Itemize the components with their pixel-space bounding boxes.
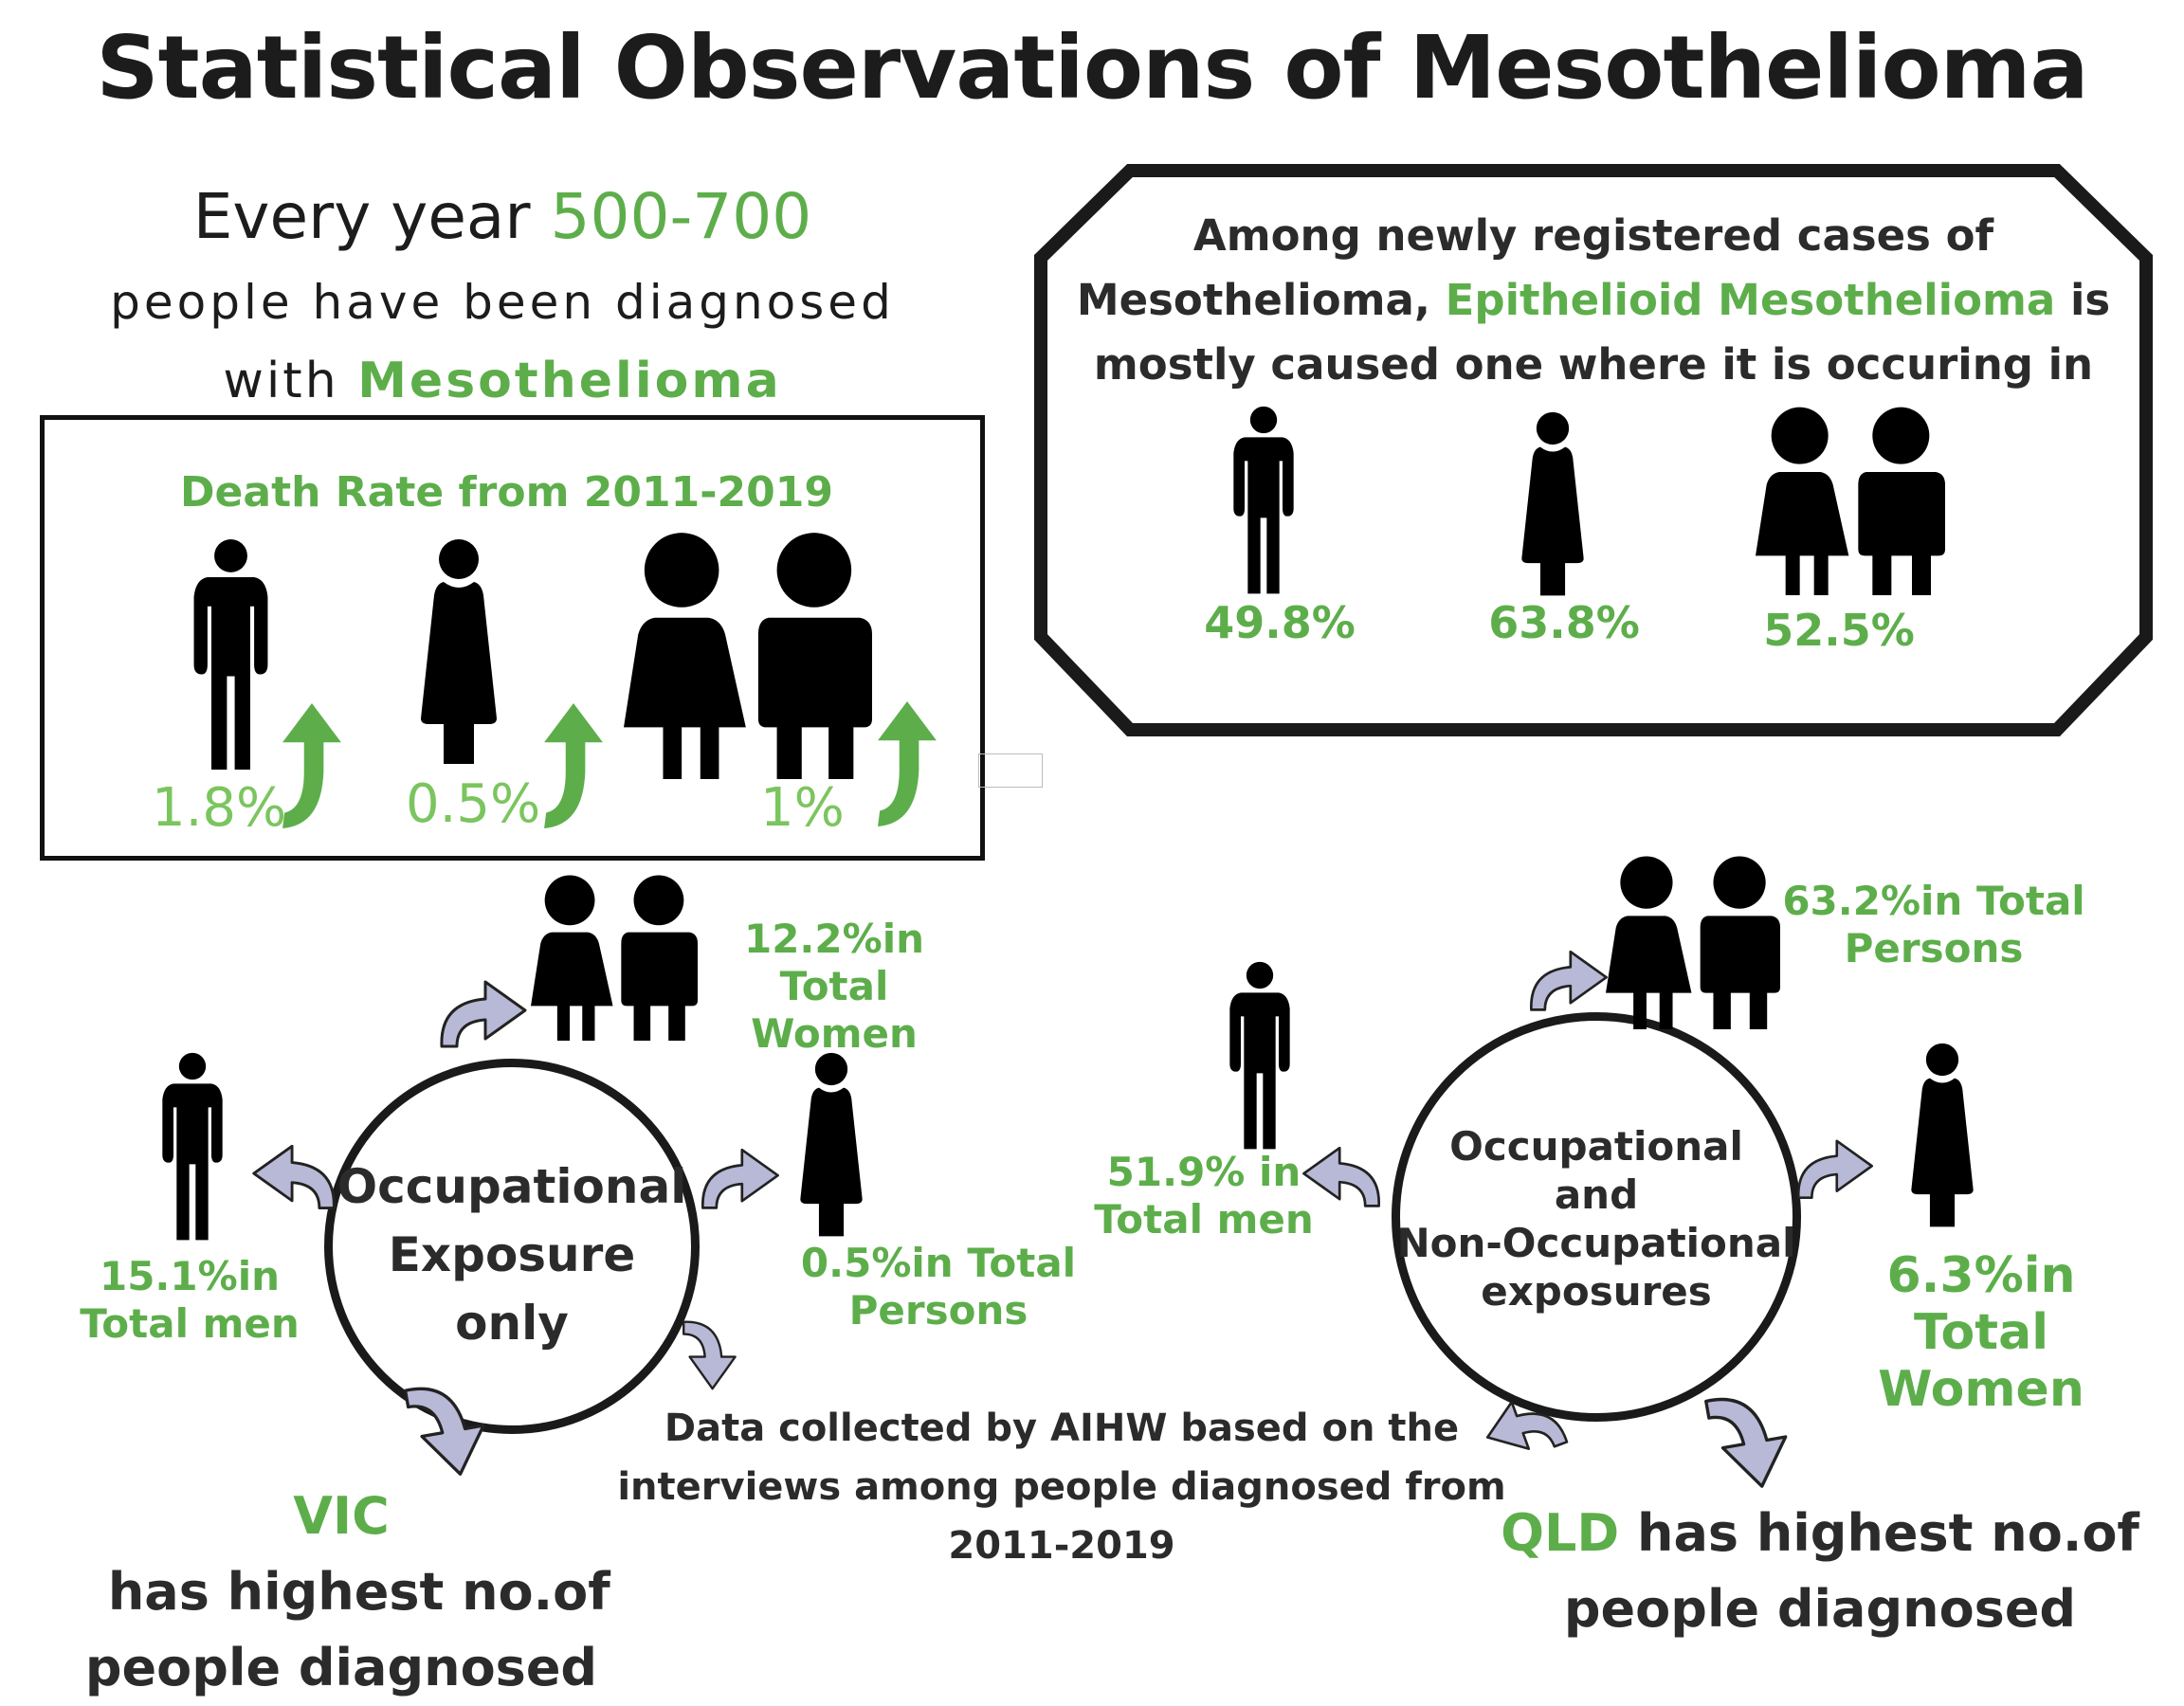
mixed-women-label: 6.3%in Total Women — [1820, 1247, 2142, 1418]
epithelioid-suffix: is — [2055, 275, 2111, 325]
up-arrow-icon — [544, 703, 603, 830]
vic-statement: VIC has highest no.of people diagnosed — [28, 1479, 654, 1706]
epithelioid-highlight: Epithelioid Mesothelioma — [1445, 275, 2056, 325]
yearly-range: 500-700 — [550, 180, 812, 253]
up-arrow-icon — [878, 701, 937, 828]
mixed-persons-line-1: 63.2%in Total — [1782, 878, 2085, 924]
source-note: Data collected by AIHW based on the inte… — [607, 1399, 1517, 1575]
epithelioid-persons-value: 52.5% — [1763, 605, 1915, 656]
curve-arrow-icon — [1686, 1378, 1817, 1502]
woman-icon — [1902, 1043, 1983, 1228]
couple-icon — [1756, 398, 1945, 603]
couple-icon — [531, 862, 698, 1052]
occupational-men-line-1: 15.1%in — [99, 1253, 280, 1299]
man-icon — [150, 1052, 235, 1242]
woman-icon — [1513, 411, 1592, 597]
mixed-persons-label: 63.2%in Total Persons — [1782, 878, 2085, 972]
occupational-circle-line-2: Exposure — [388, 1227, 636, 1282]
occupational-circle — [324, 1059, 700, 1434]
placeholder-box — [978, 753, 1043, 788]
occupational-persons-line-2: Persons — [848, 1287, 1028, 1334]
source-line-1: Data collected by AIHW based on the — [664, 1407, 1460, 1450]
yearly-line-1: Every year 500-700 — [57, 180, 948, 253]
occupational-men-label: 15.1%in Total men — [66, 1253, 313, 1348]
epithelioid-box — [1034, 164, 2153, 736]
man-icon — [1217, 961, 1302, 1151]
mixed-circle — [1392, 1012, 1801, 1422]
source-line-3: 2011-2019 — [948, 1524, 1175, 1568]
mixed-persons-line-2: Persons — [1844, 925, 2024, 971]
occupational-women-label: 12.2%in Total Women — [692, 916, 976, 1058]
mixed-circle-line-4: exposures — [1481, 1268, 1712, 1315]
qld-state: QLD — [1501, 1503, 1620, 1563]
curve-arrow-icon — [1793, 1130, 1877, 1206]
curve-arrow-icon — [248, 1137, 339, 1213]
man-icon — [182, 538, 280, 771]
couple-icon — [1606, 849, 1780, 1035]
epithelioid-women-value: 63.8% — [1488, 597, 1640, 648]
occupational-persons-label: 0.5%in Total Persons — [796, 1240, 1081, 1334]
mixed-men-label: 51.9% in Total men — [1081, 1149, 1327, 1243]
couple-icon — [624, 531, 872, 779]
occupational-women-line-2: Women — [751, 1010, 918, 1057]
mixed-circle-line-1: Occupational — [1449, 1123, 1743, 1170]
up-arrow-icon — [282, 703, 341, 830]
yearly-line-3: with Mesothelioma — [57, 353, 948, 409]
curve-arrow-icon — [698, 1139, 783, 1215]
epithelioid-line-2: Mesothelioma, Epithelioid Mesothelioma i… — [1043, 275, 2144, 325]
occupational-circle-line-3: only — [455, 1296, 569, 1351]
death-rate-women-value: 0.5% — [406, 773, 541, 835]
epithelioid-line-1: Among newly registered cases of — [1192, 210, 1994, 261]
epithelioid-men-value: 49.8% — [1204, 597, 1356, 648]
vic-suffix: has highest no.of — [72, 1562, 610, 1622]
occupational-circle-label: Occupational Exposure only — [324, 1152, 700, 1357]
curve-arrow-icon — [1526, 938, 1611, 1020]
curve-arrow-icon — [662, 1317, 760, 1393]
qld-statement: QLD has highest no.of people diagnosed — [1498, 1496, 2142, 1647]
mixed-circle-label: Occupational and Non-Occupational exposu… — [1384, 1122, 1809, 1316]
curve-arrow-icon — [436, 967, 531, 1058]
man-icon — [1223, 406, 1304, 595]
yearly-with: with — [223, 353, 358, 409]
yearly-prefix: Every year — [192, 180, 551, 253]
death-rate-heading: Death Rate from 2011-2019 — [180, 468, 833, 517]
occupational-men-line-2: Total men — [80, 1300, 300, 1347]
source-line-2: interviews among people diagnosed from — [617, 1465, 1506, 1509]
woman-icon — [410, 538, 508, 766]
death-rate-persons-value: 1% — [760, 777, 845, 839]
woman-icon — [791, 1052, 872, 1238]
mixed-men-line-1: 51.9% in — [1106, 1149, 1301, 1195]
page-title: Statistical Observations of Mesothelioma — [96, 17, 2088, 118]
death-rate-box — [40, 415, 985, 861]
vic-state: VIC — [293, 1486, 390, 1546]
epithelioid-prefix: Mesothelioma, — [1076, 275, 1446, 325]
vic-statement-line-2: people diagnosed — [84, 1638, 598, 1697]
qld-statement-line-2: people diagnosed — [1563, 1579, 2077, 1639]
mixed-circle-line-3: Non-Occupational — [1396, 1220, 1796, 1266]
mixed-women-line-2: Women — [1878, 1361, 2084, 1418]
yearly-highlight: Mesothelioma — [357, 353, 782, 409]
death-rate-men-value: 1.8% — [152, 777, 287, 839]
yearly-line-2: people have been diagnosed — [110, 275, 895, 330]
qld-suffix: has highest no.of — [1619, 1503, 2139, 1563]
mixed-men-line-2: Total men — [1094, 1196, 1314, 1243]
mixed-circle-line-2: and — [1554, 1171, 1639, 1218]
epithelioid-line-3: mostly caused one where it is occuring i… — [1093, 339, 2094, 390]
mixed-women-line-1: 6.3%in Total — [1886, 1247, 2076, 1361]
occupational-persons-line-1: 0.5%in Total — [800, 1240, 1077, 1286]
qld-statement-line-1: QLD has highest no.of — [1498, 1496, 2142, 1571]
occupational-women-line-1: 12.2%in Total — [743, 916, 924, 1009]
curve-arrow-icon — [385, 1368, 515, 1490]
occupational-circle-line-1: Occupational — [337, 1159, 687, 1214]
vic-statement-line-1: VIC has highest no.of — [28, 1479, 654, 1630]
